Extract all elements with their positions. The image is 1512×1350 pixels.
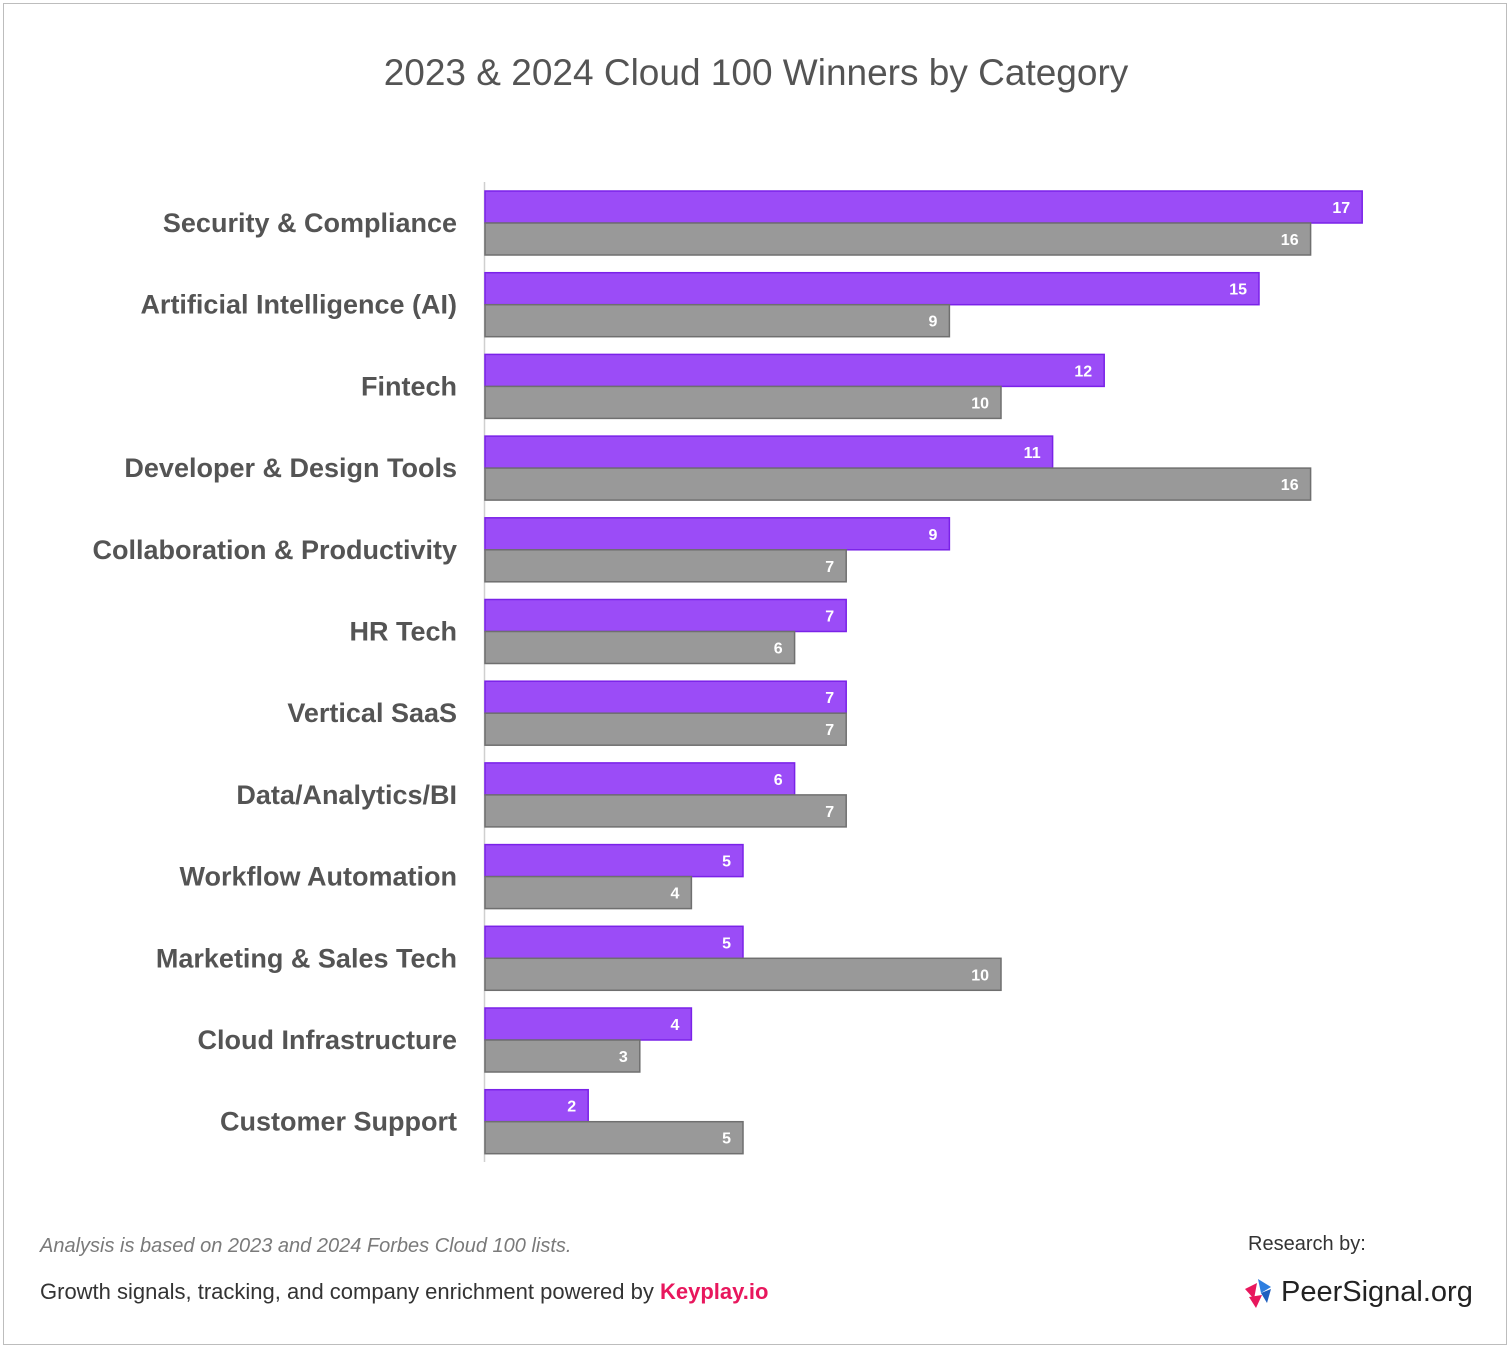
bar-series-2 bbox=[484, 303, 951, 338]
bar-series-2 bbox=[484, 794, 847, 828]
bar-series-2 bbox=[484, 385, 1002, 420]
bar-value-label: 10 bbox=[971, 395, 989, 412]
bar-value-label: 4 bbox=[670, 1017, 679, 1034]
powered-by-line: Growth signals, tracking, and company en… bbox=[40, 1279, 768, 1305]
logo-text: PeerSignal.org bbox=[1281, 1276, 1473, 1308]
category-label: Cloud Infrastructure bbox=[197, 1025, 457, 1055]
bar-series-2 bbox=[484, 712, 847, 746]
bar-value-label: 11 bbox=[1024, 445, 1041, 462]
bar-value-label: 12 bbox=[1074, 363, 1092, 380]
category-label: Workflow Automation bbox=[180, 862, 457, 892]
bar-series-2 bbox=[484, 222, 1312, 256]
category-label: Collaboration & Productivity bbox=[92, 535, 457, 565]
bar-series-1 bbox=[484, 925, 744, 960]
category-label: Customer Support bbox=[220, 1107, 457, 1137]
category-label: HR Tech bbox=[349, 617, 457, 647]
bar-value-label: 9 bbox=[928, 314, 937, 331]
keyplay-link[interactable]: Keyplay.io bbox=[659, 1279, 769, 1304]
bar-value-label: 5 bbox=[722, 935, 731, 952]
category-label: Vertical SaaS bbox=[287, 698, 457, 728]
bar-value-label: 7 bbox=[825, 804, 834, 821]
powered-by-text: Growth signals, tracking, and company en… bbox=[40, 1279, 660, 1304]
bar-value-label: 17 bbox=[1332, 200, 1350, 217]
bar-value-label: 6 bbox=[774, 641, 783, 658]
category-label: Artificial Intelligence (AI) bbox=[140, 290, 457, 320]
category-label: Marketing & Sales Tech bbox=[156, 943, 457, 973]
bar-value-label: 7 bbox=[825, 609, 834, 626]
bar-value-label: 7 bbox=[825, 690, 834, 707]
peersignal-logo-icon bbox=[1245, 1278, 1271, 1308]
bar-series-2 bbox=[484, 1039, 641, 1073]
bar-series-1 bbox=[484, 353, 1105, 388]
peersignal-logo[interactable]: PeerSignal.org bbox=[1243, 1276, 1473, 1309]
bar-series-1 bbox=[484, 598, 847, 633]
bar-value-label: 6 bbox=[774, 772, 783, 789]
bar-series-2 bbox=[484, 630, 796, 665]
bar-series-2 bbox=[484, 467, 1312, 501]
bar-series-1 bbox=[484, 517, 951, 551]
bar-series-2 bbox=[484, 549, 847, 583]
category-label: Fintech bbox=[361, 371, 457, 401]
bar-value-label: 7 bbox=[825, 722, 834, 739]
bar-value-label: 7 bbox=[825, 559, 834, 576]
bar-series-1 bbox=[484, 680, 847, 714]
bar-series-1 bbox=[484, 271, 1260, 306]
bar-series-1 bbox=[484, 1007, 693, 1041]
chart-title: 2023 & 2024 Cloud 100 Winners by Categor… bbox=[383, 52, 1129, 93]
bar-series-1 bbox=[484, 762, 796, 796]
research-by-label: Research by: bbox=[1248, 1233, 1366, 1255]
bar-value-label: 3 bbox=[619, 1049, 628, 1066]
analysis-footnote: Analysis is based on 2023 and 2024 Forbe… bbox=[40, 1235, 572, 1257]
bar-series-1 bbox=[484, 843, 744, 878]
bar-series-2 bbox=[484, 875, 693, 910]
bar-value-label: 10 bbox=[971, 967, 989, 984]
bar-value-label: 2 bbox=[567, 1099, 576, 1116]
bar-series-1 bbox=[484, 435, 1054, 469]
bar-value-label: 5 bbox=[722, 1131, 731, 1148]
bar-value-label: 5 bbox=[722, 854, 731, 871]
bar-value-label: 16 bbox=[1281, 477, 1299, 494]
bar-value-label: 4 bbox=[670, 886, 679, 903]
category-label: Developer & Design Tools bbox=[124, 453, 457, 483]
bar-value-label: 15 bbox=[1229, 282, 1247, 299]
bar-value-label: 9 bbox=[928, 527, 937, 544]
category-label: Security & Compliance bbox=[163, 208, 457, 238]
bar-series-2 bbox=[484, 1120, 744, 1155]
bar-series-2 bbox=[484, 957, 1002, 992]
bar-value-label: 16 bbox=[1281, 232, 1299, 249]
bar-series-1 bbox=[484, 190, 1363, 224]
category-label: Data/Analytics/BI bbox=[236, 780, 457, 810]
